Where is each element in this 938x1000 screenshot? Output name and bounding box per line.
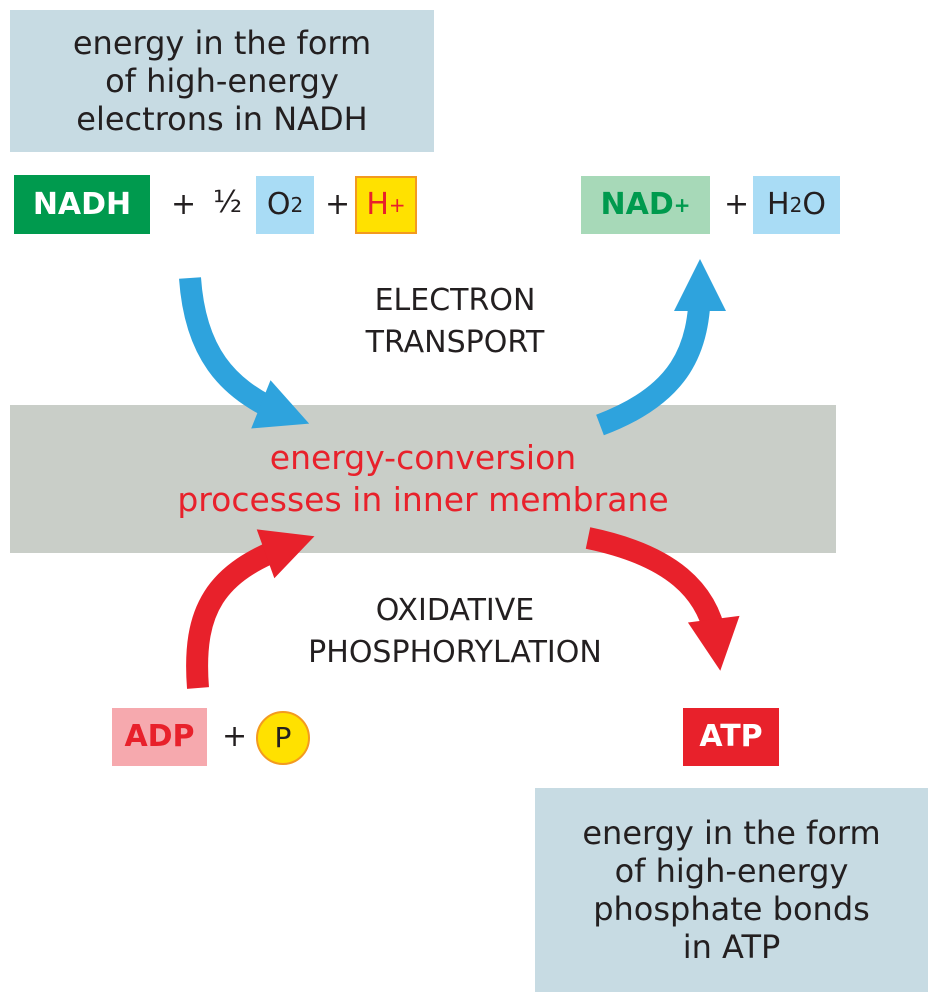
water-h: H [767, 187, 790, 222]
nad-plus-chip: NAD + [581, 176, 710, 234]
note-line: electrons in NADH [76, 100, 368, 138]
note-line: in ATP [682, 928, 781, 966]
phosphate-icon: P [256, 711, 310, 765]
phosphate-label: P [274, 721, 292, 754]
adp-label: ADP [124, 719, 195, 754]
label-line: OXIDATIVE [375, 593, 535, 628]
phosphorylation-out-arrow [585, 527, 740, 671]
note-line: of high-energy [105, 62, 339, 100]
proton-symbol: H [366, 187, 389, 222]
inner-membrane-band: energy-conversion processes in inner mem… [10, 405, 836, 553]
electron-in-arrow [179, 277, 310, 429]
nadh-chip: NADH [14, 175, 150, 234]
water-subscript: 2 [789, 193, 803, 217]
plus-sign: + [724, 187, 750, 222]
plus-sign: + [171, 187, 197, 222]
membrane-line: processes in inner membrane [177, 480, 669, 519]
label-line: TRANSPORT [365, 325, 545, 360]
plus-sign: + [222, 719, 248, 754]
nadh-energy-note: energy in the form of high-energy electr… [10, 10, 434, 152]
nadh-label: NADH [32, 186, 132, 222]
proton-chip: H + [355, 176, 417, 234]
note-line: energy in the form [582, 814, 881, 852]
oxygen-subscript: 2 [290, 193, 304, 217]
electron-out-arrow [596, 259, 726, 436]
note-line: of high-energy [614, 852, 849, 890]
label-line: ELECTRON [374, 283, 536, 318]
label-line: PHOSPHORYLATION [308, 635, 602, 670]
electron-transport-label: ELECTRON TRANSPORT [300, 280, 610, 364]
membrane-line: energy-conversion [269, 438, 577, 477]
half-coefficient: ½ [213, 185, 243, 220]
atp-chip: ATP [683, 708, 779, 766]
oxidative-phosphorylation-label: OXIDATIVE PHOSPHORYLATION [250, 590, 660, 674]
phosphorylation-in-arrow [186, 529, 315, 689]
water-o: O [802, 187, 826, 222]
atp-energy-note: energy in the form of high-energy phosph… [535, 788, 928, 992]
oxygen-symbol: O [266, 187, 291, 222]
adp-chip: ADP [112, 708, 207, 766]
proton-superscript: + [388, 193, 406, 217]
note-line: energy in the form [72, 24, 372, 62]
nad-symbol: NAD [600, 187, 674, 222]
note-line: phosphate bonds [593, 890, 870, 928]
plus-sign: + [325, 187, 351, 222]
nad-superscript: + [673, 193, 691, 217]
atp-label: ATP [699, 719, 763, 754]
